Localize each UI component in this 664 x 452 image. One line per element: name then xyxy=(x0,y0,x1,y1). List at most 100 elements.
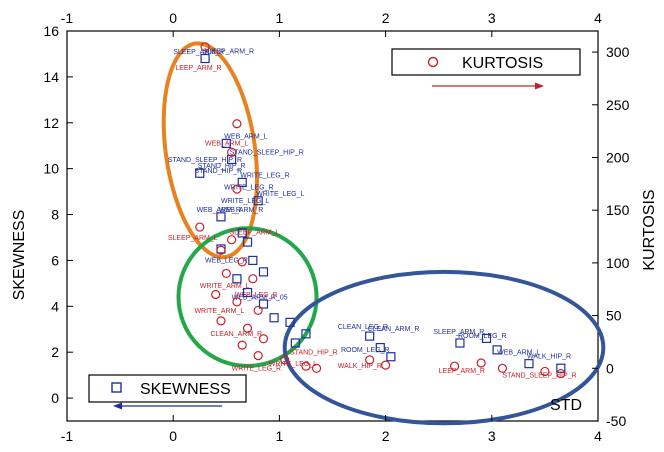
annotation-label: WEB_ARM_R xyxy=(197,207,241,214)
y-right-tick-label: 100 xyxy=(606,255,630,271)
skewness-point xyxy=(269,313,279,323)
annotation-label: WEB_ARM_L xyxy=(497,349,540,356)
annotation-label: WALK_HIP_R xyxy=(338,363,382,370)
kurtosis-point xyxy=(221,268,231,279)
skewness-point xyxy=(232,274,242,284)
annotation-label: WEB_LEG_R xyxy=(205,258,248,265)
kurtosis-point xyxy=(556,368,566,379)
annotation-label: SLEEP_ARM_L xyxy=(168,235,218,242)
skewness-point xyxy=(237,228,247,238)
kurtosis-point xyxy=(476,358,486,368)
y-left-tick-label: 6 xyxy=(51,252,59,268)
point-label: CLEAN_ARM_R xyxy=(368,326,420,333)
legend-skewness-marker xyxy=(111,382,122,393)
skewness-point xyxy=(375,342,385,353)
point-label: WALK_HIP_R xyxy=(527,354,571,361)
y-right-tick-label: 300 xyxy=(606,44,630,60)
plot-frame xyxy=(66,30,599,422)
kurtosis-point xyxy=(237,257,247,267)
skewness-point xyxy=(258,299,269,309)
skewness-point xyxy=(365,331,375,341)
skewness-point xyxy=(221,138,231,149)
skewness-point xyxy=(455,338,465,348)
axis-ticks: -1-100112233440246810121416-500501001502… xyxy=(43,10,629,444)
skewness-point xyxy=(242,237,253,247)
kurtosis-point xyxy=(237,340,247,350)
point-labels: SLEEP_ARM_RWEB_ARM_LSTAND_SLEEP_HIP_RSTA… xyxy=(168,49,577,380)
annotation-label: STAND_SLEEP_HIP_R xyxy=(168,157,242,164)
skewness-point xyxy=(556,363,566,373)
y-right-axis-title: KURTOSIS xyxy=(641,189,658,270)
skewness-point xyxy=(386,352,396,362)
skewness-point xyxy=(248,255,258,266)
kurtosis-point xyxy=(195,222,205,232)
legend-skewness: SKEWNESS xyxy=(88,374,247,410)
point-label: STAND_HIP_R xyxy=(198,163,246,170)
skewness-point xyxy=(195,168,205,178)
y-left-tick-label: 16 xyxy=(43,23,59,39)
x-tick-label: 3 xyxy=(488,428,496,444)
annotation-label: STAND_HIP_R xyxy=(194,168,242,175)
y-right-tick-label: -50 xyxy=(606,413,626,429)
kurtosis-point xyxy=(540,366,550,377)
kurtosis-point xyxy=(211,289,221,300)
kurtosis-point xyxy=(365,355,375,365)
kurtosis-point xyxy=(253,305,263,315)
y-right-tick-label: 150 xyxy=(606,202,630,218)
legend-kurtosis-label: KURTOSIS xyxy=(462,55,543,72)
x-tick-label: 0 xyxy=(169,428,177,444)
legend-skewness-arrow xyxy=(113,402,222,410)
y-left-tick-label: 0 xyxy=(51,390,59,406)
kurtosis-point xyxy=(216,316,226,326)
kurtosis-point xyxy=(311,363,322,373)
y-left-axis-title: SKEWNESS xyxy=(11,210,28,301)
orange-cluster-ellipse xyxy=(161,41,260,260)
skewness-point xyxy=(216,212,226,222)
skewness-point xyxy=(301,329,311,339)
legend-kurtosis: KURTOSIS xyxy=(391,48,581,90)
y-right-tick-label: 0 xyxy=(606,360,614,376)
legend-kurtosis-marker xyxy=(427,56,439,68)
point-label: WEB_LEG_R xyxy=(235,292,278,299)
kurtosis-point xyxy=(232,184,242,194)
annotation-label: WEB_ARM_L xyxy=(205,141,248,148)
legend-kurtosis-arrow xyxy=(432,82,544,90)
skewness-point xyxy=(242,287,253,298)
annotation-label: WRITE_LEG_L xyxy=(221,198,269,205)
point-label: WEB_ARM_R xyxy=(219,207,263,214)
skewness-point xyxy=(285,317,295,327)
x-top-tick-label: 1 xyxy=(276,10,284,26)
legend-skewness-label: SKEWNESS xyxy=(140,381,231,398)
x-top-tick-label: -1 xyxy=(61,10,74,26)
kurtosis-point xyxy=(497,363,508,373)
y-left-tick-label: 4 xyxy=(51,298,59,314)
kurtosis-point xyxy=(258,334,269,344)
x-top-tick-label: 0 xyxy=(169,10,177,26)
blue-cluster-ellipse xyxy=(282,269,606,426)
point-label: WRITE_LEG_R xyxy=(240,172,289,179)
x-tick-label: -1 xyxy=(61,428,74,444)
skewness-point xyxy=(227,154,237,165)
annotation-label: STAND_SLEEP_HIP_R xyxy=(502,372,576,379)
point-label: WRITE_LEG_L xyxy=(256,191,304,198)
annotation-label: WRITE_ARM_L xyxy=(194,308,244,315)
annotation-label: WEB_ARM_R_05 xyxy=(232,294,288,301)
annotation-label: LEEP_ARM_R xyxy=(175,65,221,72)
x-tick-label: 1 xyxy=(276,428,284,444)
point-label: SLEEP_ARM_R xyxy=(203,49,254,56)
kurtosis-point xyxy=(280,355,290,365)
y-left-tick-label: 10 xyxy=(43,161,59,177)
cluster-ellipses xyxy=(161,41,606,426)
annotation-label: WRITE_LEG_R xyxy=(224,184,273,191)
annotation-label: STAND_HIP_R xyxy=(290,349,338,356)
y-left-tick-label: 12 xyxy=(43,115,59,131)
skewness-point xyxy=(492,345,502,355)
kurtosis-point xyxy=(232,119,242,129)
annotation-label: ROOM_LEG_R xyxy=(341,347,390,354)
point-label: SLEEP_ARM_L xyxy=(230,230,280,237)
kurtosis-point xyxy=(253,351,263,361)
kurtosis-point xyxy=(227,147,237,157)
skewness-point xyxy=(200,53,210,64)
kurtosis-point xyxy=(216,245,226,255)
annotation-label: CLEAN_LEG_R xyxy=(338,324,388,331)
